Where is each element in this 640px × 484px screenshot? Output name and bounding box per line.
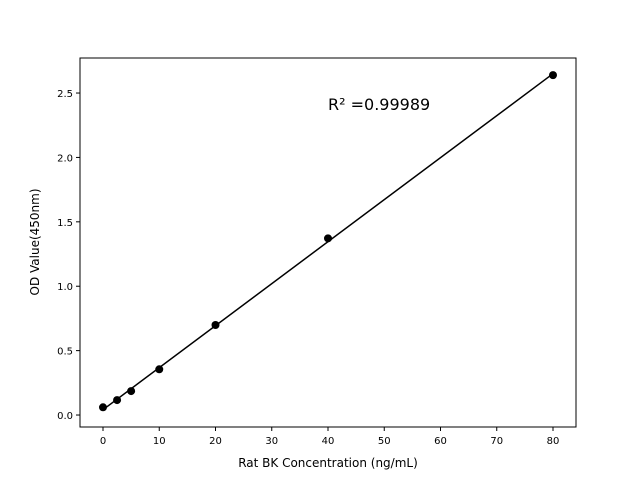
data-point <box>211 320 220 329</box>
x-tick-label: 70 <box>490 436 503 447</box>
x-tick-label: 10 <box>153 436 166 447</box>
x-tick-label: 0 <box>100 436 106 447</box>
data-point <box>155 365 164 374</box>
y-tick-label: 2.0 <box>57 153 73 164</box>
x-tick-label: 40 <box>322 436 335 447</box>
x-tick-label: 80 <box>547 436 560 447</box>
data-point <box>113 396 122 405</box>
r-squared-annotation: R² =0.99989 <box>328 95 430 114</box>
x-tick-label: 20 <box>209 436 222 447</box>
data-point <box>324 234 332 243</box>
data-point <box>99 403 108 412</box>
y-tick-label: 1.5 <box>57 218 73 229</box>
x-axis-label: Rat BK Concentration (ng/mL) <box>238 456 418 470</box>
marks <box>99 71 557 412</box>
x-tick-label: 60 <box>434 436 447 447</box>
data-point <box>127 387 136 396</box>
y-tick-label: 0.5 <box>57 347 73 358</box>
x-tick-label: 50 <box>378 436 391 447</box>
y-axis-label: OD Value(450nm) <box>28 188 42 295</box>
x-axis: 0 10 20 30 40 50 60 70 80 <box>100 427 560 447</box>
x-tick-label: 30 <box>265 436 278 447</box>
data-point <box>548 71 557 80</box>
y-tick-label: 0.0 <box>57 411 73 422</box>
y-tick-label: 1.0 <box>57 282 73 293</box>
y-tick-label: 2.5 <box>57 89 73 100</box>
y-axis: 0.0 0.5 1.0 1.5 2.0 2.5 <box>57 89 80 422</box>
